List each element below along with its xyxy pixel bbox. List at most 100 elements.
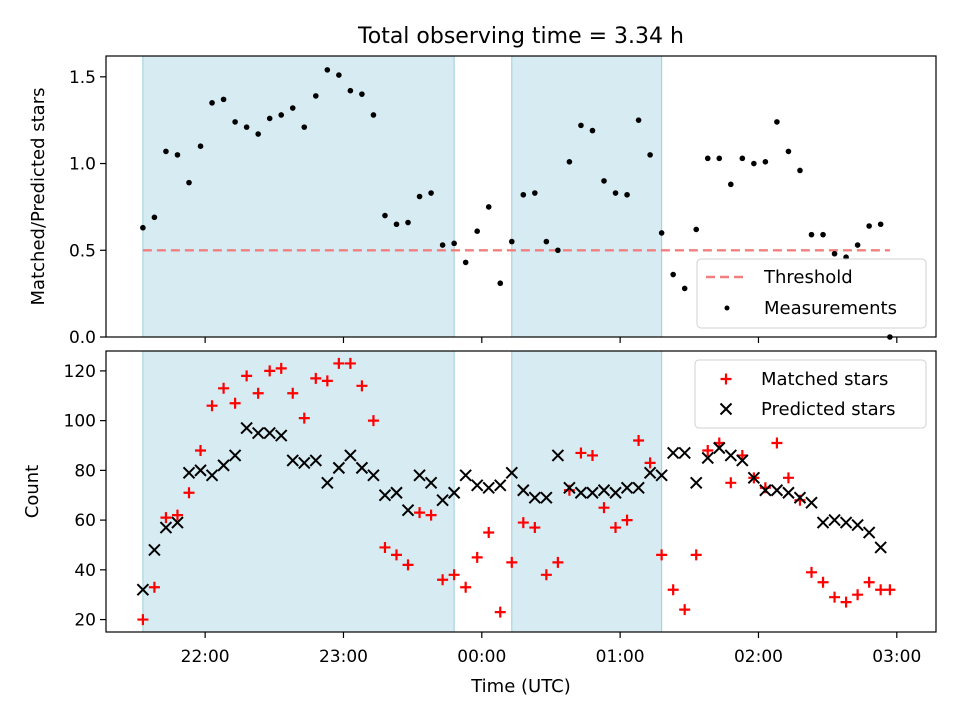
bottom-y-axis-label: Count xyxy=(22,465,43,518)
matched-star-point xyxy=(391,549,402,561)
top-axis-ticks: 0.0 0.5 1.0 1.5 xyxy=(69,68,898,348)
predicted-star-point xyxy=(401,503,415,517)
predicted-star-point xyxy=(816,516,830,529)
matched-star-point xyxy=(771,437,783,449)
shaded-region xyxy=(142,350,455,633)
x-tick-label: 22:00 xyxy=(181,647,230,667)
measurement-point xyxy=(808,231,815,238)
matched-star-point xyxy=(356,380,368,392)
measurement-point xyxy=(151,214,158,221)
y-tick-label: 20 xyxy=(74,611,96,631)
measurement-point xyxy=(197,143,204,149)
predicted-star-point xyxy=(828,513,841,527)
predicted-star-point xyxy=(182,466,196,480)
matched-star-point xyxy=(298,412,310,424)
matched-star-point xyxy=(782,472,794,484)
matched-star-point xyxy=(656,549,668,561)
matched-star-point xyxy=(218,382,230,394)
measurement-point xyxy=(578,122,584,129)
predicted-star-point xyxy=(240,421,253,435)
measurement-point xyxy=(716,155,723,162)
measurement-point xyxy=(728,181,734,188)
predicted-star-point xyxy=(782,486,795,499)
measurement-point xyxy=(589,127,596,134)
legend-threshold-label: Threshold xyxy=(763,267,853,288)
measurement-point xyxy=(209,100,215,106)
measurement-point xyxy=(243,124,250,130)
matched-star-point xyxy=(702,444,714,456)
measurement-point xyxy=(370,112,377,118)
legend-predicted-label: Predicted stars xyxy=(761,399,895,420)
measurement-point xyxy=(462,259,469,266)
matched-star-point xyxy=(437,574,449,586)
measurement-point xyxy=(866,223,872,229)
predicted-star-point xyxy=(275,429,288,442)
predicted-star-point xyxy=(574,486,588,499)
y-tick-label: 40 xyxy=(74,561,96,581)
predicted-star-point xyxy=(447,486,461,499)
measurement-point xyxy=(382,212,388,219)
measurement-point xyxy=(405,219,411,226)
legend-matched-swatch xyxy=(720,373,732,385)
matched-star-point xyxy=(667,584,679,596)
predicted-star-point xyxy=(148,543,161,557)
measurement-point xyxy=(336,72,342,78)
predicted-star-point xyxy=(228,449,242,462)
predicted-star-point xyxy=(851,518,864,532)
matched-star-point xyxy=(137,614,149,626)
measurement-point xyxy=(612,190,619,196)
predicted-star-point xyxy=(470,479,484,492)
bottom-shaded-regions xyxy=(142,350,663,633)
measurement-point xyxy=(785,148,792,155)
predicted-star-point xyxy=(620,481,634,494)
measurement-point xyxy=(474,228,480,234)
matched-star-point xyxy=(160,512,172,524)
x-axis-label: Time (UTC) xyxy=(470,676,571,697)
matched-star-point xyxy=(540,569,552,581)
matched-star-point xyxy=(610,522,622,534)
measurement-point xyxy=(266,115,273,122)
matched-star-point xyxy=(344,357,356,369)
predicted-star-point xyxy=(332,461,346,475)
predicted-star-point xyxy=(344,449,357,462)
matched-star-point xyxy=(494,606,506,618)
matched-star-point xyxy=(321,375,333,387)
predicted-star-point xyxy=(309,454,323,467)
measurement-point xyxy=(232,119,238,125)
predicted-star-point xyxy=(540,491,553,504)
predicted-star-point xyxy=(494,479,507,492)
measurement-point xyxy=(601,178,607,184)
matched-star-point xyxy=(679,604,691,616)
bottom-axis-ticks: 20 40 60 80 100 120 22:00 23:00 00:00 01:00 02:00 0… xyxy=(64,362,922,667)
y-tick-label: 80 xyxy=(74,461,96,481)
measurement-point xyxy=(439,242,446,248)
measurement-point xyxy=(163,148,169,155)
measurement-point xyxy=(820,231,826,238)
measurement-point xyxy=(485,204,492,210)
y-tick-label: 100 xyxy=(64,412,96,432)
matched-star-point xyxy=(621,514,633,526)
measurement-point xyxy=(324,67,331,73)
predicted-star-point xyxy=(793,491,807,504)
measurement-point xyxy=(416,193,423,200)
matched-star-point xyxy=(275,362,287,374)
predicted-star-point xyxy=(770,484,784,497)
x-tick-label: 01:00 xyxy=(596,647,645,667)
bottom-panel: 20 40 60 80 100 120 22:00 23:00 00:00 01:00 02:00 0… xyxy=(22,350,937,697)
matched-star-point xyxy=(840,596,852,608)
predicted-star-point xyxy=(517,484,530,497)
predicted-star-point xyxy=(713,441,726,455)
measurement-point xyxy=(739,155,746,162)
measurement-point xyxy=(762,159,769,165)
figure-title: Total observing time = 3.34 h xyxy=(357,24,684,49)
predicted-star-point xyxy=(862,526,876,539)
measurement-point xyxy=(359,91,365,97)
matched-star-point xyxy=(806,566,817,578)
measurement-point xyxy=(301,124,308,130)
predicted-star-point xyxy=(251,426,265,440)
predicted-star-point xyxy=(551,449,565,462)
matched-star-point xyxy=(148,581,160,593)
matched-star-point xyxy=(506,556,518,568)
measurement-point xyxy=(255,131,261,137)
matched-star-point xyxy=(633,435,645,447)
